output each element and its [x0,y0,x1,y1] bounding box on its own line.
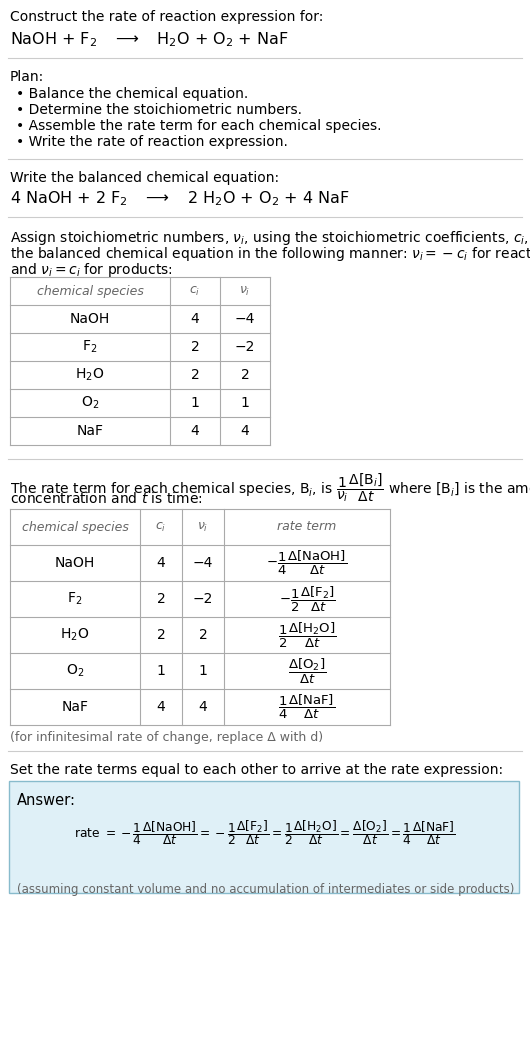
Text: $\dfrac{\Delta[\mathrm{O_2}]}{\Delta t}$: $\dfrac{\Delta[\mathrm{O_2}]}{\Delta t}$ [288,656,326,686]
Text: O$_2$: O$_2$ [81,395,99,412]
Text: 4: 4 [157,700,165,714]
Text: rate term: rate term [277,521,337,534]
Text: $\dfrac{1}{4}\dfrac{\Delta[\mathrm{NaF}]}{\Delta t}$: $\dfrac{1}{4}\dfrac{\Delta[\mathrm{NaF}]… [278,693,335,721]
Text: • Balance the chemical equation.: • Balance the chemical equation. [16,86,248,101]
Text: F$_2$: F$_2$ [82,339,98,355]
Text: • Assemble the rate term for each chemical species.: • Assemble the rate term for each chemic… [16,119,382,133]
Text: The rate term for each chemical species, B$_i$, is $\dfrac{1}{\nu_i}\dfrac{\Delt: The rate term for each chemical species,… [10,471,530,503]
Text: 4: 4 [241,424,250,438]
Text: Plan:: Plan: [10,70,44,84]
Text: (for infinitesimal rate of change, replace Δ with d): (for infinitesimal rate of change, repla… [10,731,323,744]
Text: $-\dfrac{1}{2}\dfrac{\Delta[\mathrm{F_2}]}{\Delta t}$: $-\dfrac{1}{2}\dfrac{\Delta[\mathrm{F_2}… [279,585,335,614]
Text: Set the rate terms equal to each other to arrive at the rate expression:: Set the rate terms equal to each other t… [10,763,503,777]
Text: and $\nu_i = c_i$ for products:: and $\nu_i = c_i$ for products: [10,260,173,279]
Text: chemical species: chemical species [22,521,128,534]
Text: 2: 2 [157,628,165,642]
Text: F$_2$: F$_2$ [67,591,83,607]
Text: 2: 2 [241,368,250,382]
Text: Answer:: Answer: [17,793,76,808]
Text: 1: 1 [199,664,207,678]
Text: $-\dfrac{1}{4}\dfrac{\Delta[\mathrm{NaOH}]}{\Delta t}$: $-\dfrac{1}{4}\dfrac{\Delta[\mathrm{NaOH… [267,549,348,577]
Text: chemical species: chemical species [37,284,144,298]
Text: 1: 1 [156,664,165,678]
Text: 2: 2 [199,628,207,642]
Text: • Determine the stoichiometric numbers.: • Determine the stoichiometric numbers. [16,103,302,117]
Text: the balanced chemical equation in the following manner: $\nu_i = -c_i$ for react: the balanced chemical equation in the fo… [10,245,530,263]
Text: −4: −4 [193,556,213,570]
Text: 1: 1 [191,396,199,410]
Text: −4: −4 [235,312,255,326]
Text: $\nu_i$: $\nu_i$ [197,520,209,534]
Text: $\dfrac{1}{2}\dfrac{\Delta[\mathrm{H_2O}]}{\Delta t}$: $\dfrac{1}{2}\dfrac{\Delta[\mathrm{H_2O}… [278,620,336,649]
Text: NaOH: NaOH [55,556,95,570]
FancyBboxPatch shape [9,782,519,893]
Text: 1: 1 [241,396,250,410]
Text: NaF: NaF [76,424,103,438]
Text: rate $= -\dfrac{1}{4}\dfrac{\Delta[\mathrm{NaOH}]}{\Delta t} = -\dfrac{1}{2}\dfr: rate $= -\dfrac{1}{4}\dfrac{\Delta[\math… [74,819,456,847]
Text: NaOH + F$_2$   $\longrightarrow$   H$_2$O + O$_2$ + NaF: NaOH + F$_2$ $\longrightarrow$ H$_2$O + … [10,30,288,49]
Text: NaF: NaF [61,700,89,714]
Text: NaOH: NaOH [70,312,110,326]
Text: Write the balanced chemical equation:: Write the balanced chemical equation: [10,171,279,185]
Text: −2: −2 [193,592,213,606]
Text: $\nu_i$: $\nu_i$ [240,284,251,298]
Text: O$_2$: O$_2$ [66,663,84,679]
Text: • Write the rate of reaction expression.: • Write the rate of reaction expression. [16,135,288,149]
Text: concentration and $t$ is time:: concentration and $t$ is time: [10,491,202,506]
Text: (assuming constant volume and no accumulation of intermediates or side products): (assuming constant volume and no accumul… [17,883,515,896]
Text: 4: 4 [199,700,207,714]
Text: Assign stoichiometric numbers, $\nu_i$, using the stoichiometric coefficients, $: Assign stoichiometric numbers, $\nu_i$, … [10,229,530,247]
Text: $c_i$: $c_i$ [189,284,201,298]
Text: 4 NaOH + 2 F$_2$   $\longrightarrow$   2 H$_2$O + O$_2$ + 4 NaF: 4 NaOH + 2 F$_2$ $\longrightarrow$ 2 H$_… [10,189,350,207]
Text: Construct the rate of reaction expression for:: Construct the rate of reaction expressio… [10,10,323,24]
Text: 2: 2 [191,340,199,354]
Text: 4: 4 [157,556,165,570]
Text: 2: 2 [191,368,199,382]
Text: −2: −2 [235,340,255,354]
Text: 2: 2 [157,592,165,606]
Text: 4: 4 [191,312,199,326]
Text: H$_2$O: H$_2$O [75,367,104,383]
Text: $c_i$: $c_i$ [155,520,166,534]
Text: 4: 4 [191,424,199,438]
Text: H$_2$O: H$_2$O [60,627,90,643]
